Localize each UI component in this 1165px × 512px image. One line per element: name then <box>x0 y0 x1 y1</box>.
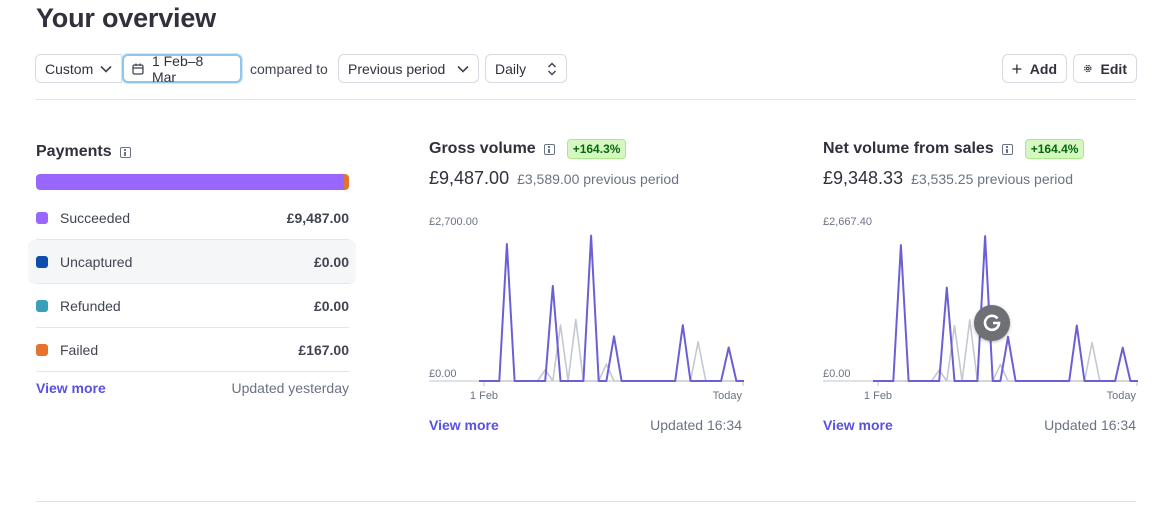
range-select-label: Custom <box>45 60 94 77</box>
chevron-down-icon <box>457 65 469 73</box>
gross-volume-value: £9,487.00 <box>429 168 510 188</box>
net-view-more-link[interactable]: View more <box>823 417 893 433</box>
payment-row-label: Uncaptured <box>60 254 133 270</box>
payment-row-label: Failed <box>60 342 99 358</box>
gross-volume-chart[interactable]: £2,700.00 £0.00 1 Feb Today <box>426 210 746 405</box>
payments-breakdown-bar <box>36 174 349 190</box>
bar-segment-succeeded <box>36 174 344 190</box>
bar-segment-failed <box>343 174 349 190</box>
row-divider <box>36 239 349 240</box>
payments-title: Payments <box>36 143 131 161</box>
status-dot <box>36 212 48 224</box>
chevron-up-down-icon <box>547 61 557 76</box>
gross-volume-title: Gross volume +164.3% <box>429 139 627 159</box>
payments-updated-text: Updated yesterday <box>231 380 349 396</box>
status-dot <box>36 300 48 312</box>
info-icon[interactable] <box>119 146 131 158</box>
payment-row-succeeded[interactable]: Succeeded £9,487.00 <box>28 196 356 240</box>
row-divider <box>36 327 349 328</box>
row-divider <box>36 283 349 284</box>
y-axis-min-label: £0.00 <box>823 368 851 380</box>
calendar-icon <box>132 63 144 75</box>
plus-icon <box>1012 64 1022 73</box>
net-volume-value-row: £9,348.33 £3,535.25 previous period <box>823 168 1073 189</box>
current-period-line <box>873 235 1138 382</box>
bottom-divider <box>36 501 1136 502</box>
net-volume-value: £9,348.33 <box>823 168 904 188</box>
payment-row-amount: £167.00 <box>298 342 349 358</box>
chevron-down-icon <box>100 65 112 73</box>
date-range-button[interactable]: 1 Feb–8 Mar <box>122 52 242 85</box>
x-axis-end-label: Today <box>713 390 743 402</box>
info-icon[interactable] <box>543 143 555 155</box>
page-title: Your overview <box>36 3 216 33</box>
add-button[interactable]: Add <box>1002 54 1067 83</box>
g-logo-icon <box>983 314 1001 332</box>
payment-row-amount: £9,487.00 <box>286 210 349 226</box>
edit-button-label: Edit <box>1100 60 1127 77</box>
net-updated-text: Updated 16:34 <box>1044 417 1136 433</box>
row-divider <box>36 371 349 372</box>
payment-row-refunded[interactable]: Refunded £0.00 <box>28 284 356 328</box>
x-axis-start-label: 1 Feb <box>864 390 892 402</box>
y-axis-max-label: £2,700.00 <box>429 216 478 228</box>
range-select[interactable]: Custom <box>35 54 122 83</box>
current-period-line <box>479 234 744 382</box>
net-volume-title-text: Net volume from sales <box>823 140 994 157</box>
payment-row-uncaptured[interactable]: Uncaptured £0.00 <box>28 240 356 284</box>
net-volume-chart[interactable]: £2,667.40 £0.00 1 Feb Today <box>820 210 1140 405</box>
payments-title-text: Payments <box>36 143 112 160</box>
status-dot <box>36 256 48 268</box>
date-range-label: 1 Feb–8 Mar <box>151 52 204 85</box>
interval-select[interactable]: Daily <box>485 54 567 83</box>
net-volume-title: Net volume from sales +164.4% <box>823 139 1085 159</box>
assistant-bubble-button[interactable] <box>974 305 1010 341</box>
info-icon[interactable] <box>1001 143 1013 155</box>
x-axis-start-label: 1 Feb <box>470 390 498 402</box>
gross-previous-period: £3,589.00 previous period <box>517 171 679 187</box>
edit-button[interactable]: Edit <box>1073 54 1137 83</box>
payment-row-amount: £0.00 <box>313 254 349 270</box>
add-button-label: Add <box>1029 60 1057 77</box>
y-axis-min-label: £0.00 <box>429 368 457 380</box>
compare-period-select[interactable]: Previous period <box>338 54 479 83</box>
gross-volume-value-row: £9,487.00 £3,589.00 previous period <box>429 168 679 189</box>
net-change-badge: +164.4% <box>1024 139 1085 159</box>
payment-row-label: Refunded <box>60 298 121 314</box>
compare-period-label: Previous period <box>348 60 446 77</box>
header-divider <box>36 99 1136 100</box>
payment-row-failed[interactable]: Failed £167.00 <box>28 328 356 372</box>
payment-row-amount: £0.00 <box>313 298 349 314</box>
x-axis-end-label: Today <box>1107 390 1137 402</box>
payments-view-more-link[interactable]: View more <box>36 380 106 396</box>
y-axis-max-label: £2,667.40 <box>823 216 872 228</box>
interval-label: Daily <box>495 60 527 77</box>
gross-updated-text: Updated 16:34 <box>650 417 742 433</box>
gross-change-badge: +164.3% <box>566 139 627 159</box>
gross-volume-title-text: Gross volume <box>429 140 536 157</box>
previous-period-line <box>484 318 744 382</box>
status-dot <box>36 344 48 356</box>
payment-row-label: Succeeded <box>60 210 131 226</box>
gear-icon <box>1084 64 1092 73</box>
compared-to-label: compared to <box>250 61 328 77</box>
net-previous-period: £3,535.25 previous period <box>911 171 1073 187</box>
gross-view-more-link[interactable]: View more <box>429 417 499 433</box>
